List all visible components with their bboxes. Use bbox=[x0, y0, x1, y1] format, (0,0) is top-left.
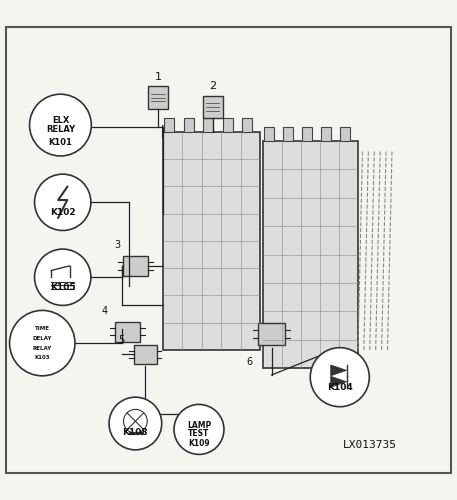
Circle shape bbox=[35, 174, 91, 231]
Text: 6: 6 bbox=[246, 356, 252, 366]
FancyBboxPatch shape bbox=[115, 322, 140, 342]
Circle shape bbox=[35, 249, 91, 306]
Text: TIME: TIME bbox=[35, 326, 50, 331]
Text: 2: 2 bbox=[209, 81, 216, 91]
Text: 1: 1 bbox=[154, 72, 162, 82]
FancyBboxPatch shape bbox=[202, 96, 223, 118]
Text: K109: K109 bbox=[188, 438, 210, 448]
Text: K104: K104 bbox=[327, 383, 353, 392]
Polygon shape bbox=[331, 365, 346, 376]
Text: TEST: TEST bbox=[188, 428, 210, 438]
Bar bbox=[321, 128, 331, 141]
FancyBboxPatch shape bbox=[163, 132, 260, 350]
Text: K102: K102 bbox=[50, 208, 75, 216]
Text: 5: 5 bbox=[118, 336, 124, 345]
Bar bbox=[164, 118, 174, 132]
Bar bbox=[264, 128, 274, 141]
Polygon shape bbox=[331, 376, 346, 387]
Bar bbox=[203, 118, 213, 132]
Text: K101: K101 bbox=[48, 138, 72, 146]
Text: LAMP: LAMP bbox=[187, 421, 211, 430]
Circle shape bbox=[109, 397, 162, 450]
FancyBboxPatch shape bbox=[122, 256, 148, 276]
Circle shape bbox=[10, 310, 75, 376]
Text: K103: K103 bbox=[34, 356, 50, 360]
Bar bbox=[223, 118, 233, 132]
Bar bbox=[283, 128, 293, 141]
Text: LX013735: LX013735 bbox=[343, 440, 397, 450]
Text: K105: K105 bbox=[50, 282, 75, 292]
FancyBboxPatch shape bbox=[258, 323, 285, 345]
Text: 4: 4 bbox=[102, 306, 108, 316]
FancyBboxPatch shape bbox=[148, 86, 168, 109]
Text: 3: 3 bbox=[114, 240, 120, 250]
Bar bbox=[242, 118, 252, 132]
Text: K108: K108 bbox=[122, 428, 148, 437]
Bar bbox=[340, 128, 350, 141]
Circle shape bbox=[310, 348, 369, 406]
Text: ELX: ELX bbox=[52, 116, 69, 125]
Text: DELAY: DELAY bbox=[32, 336, 52, 340]
Text: RELAY: RELAY bbox=[46, 125, 75, 134]
Text: RELAY: RELAY bbox=[32, 346, 52, 350]
Bar bbox=[303, 128, 312, 141]
FancyBboxPatch shape bbox=[134, 346, 157, 364]
Bar bbox=[184, 118, 194, 132]
Circle shape bbox=[174, 404, 224, 454]
Circle shape bbox=[30, 94, 91, 156]
FancyBboxPatch shape bbox=[263, 141, 358, 368]
